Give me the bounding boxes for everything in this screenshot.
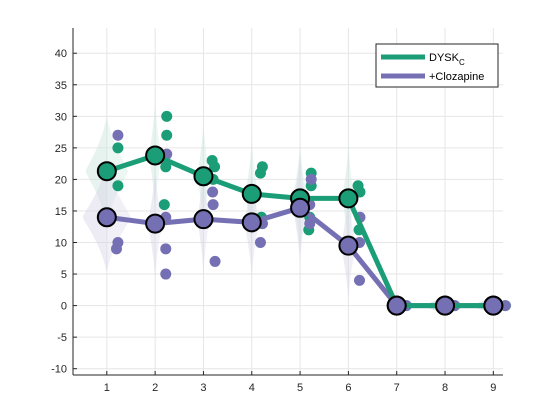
raw-point [207, 199, 219, 211]
x-tick-label: 4 [249, 382, 255, 394]
y-tick-label: 15 [55, 206, 67, 218]
raw-point [161, 110, 173, 122]
x-tick-label: 8 [442, 382, 448, 394]
raw-point [112, 180, 124, 192]
y-tick-label: -10 [51, 364, 67, 376]
raw-point [110, 243, 122, 255]
raw-point [207, 186, 219, 198]
raw-point [254, 237, 266, 249]
raw-point [209, 255, 221, 267]
mean-marker [145, 145, 166, 166]
x-tick-label: 3 [200, 382, 206, 394]
raw-point [161, 129, 173, 141]
raw-point [304, 218, 316, 230]
mean-marker [96, 161, 117, 182]
raw-point [305, 173, 317, 185]
raw-point [160, 268, 172, 280]
y-tick-label: 5 [61, 269, 67, 281]
raw-point [112, 142, 124, 154]
mean-marker [241, 183, 262, 204]
raw-point [354, 274, 366, 286]
mean-marker [241, 212, 262, 233]
legend-box [375, 43, 499, 88]
x-tick-label: 1 [104, 382, 110, 394]
raw-point [160, 243, 172, 255]
y-tick-label: 30 [55, 111, 67, 123]
x-tick-label: 7 [394, 382, 400, 394]
x-tick-label: 2 [152, 382, 158, 394]
legend: DYSKC +Clozapine [375, 43, 499, 88]
mean-marker [435, 295, 456, 316]
x-tick-label: 6 [345, 382, 351, 394]
axes: 1 2 3 4 5 6 7 8 9 -10 -5 0 5 10 15 20 25 30 35 40 [51, 28, 503, 394]
mean-marker [338, 235, 359, 256]
mean-marker [193, 166, 214, 187]
raw-point [112, 129, 124, 141]
violin-shape [85, 116, 107, 227]
y-tick-label: 20 [55, 174, 67, 186]
legend-label-clozapine: +Clozapine [429, 71, 484, 83]
mean-marker [290, 197, 311, 218]
violin-shape-mirror [106, 116, 128, 227]
y-tick-label: 10 [55, 238, 67, 250]
y-tick-label: 35 [55, 80, 67, 92]
mean-marker [145, 213, 166, 234]
mean-marker [483, 295, 504, 316]
mean-markers [96, 145, 504, 316]
y-tick-label: 0 [61, 301, 67, 313]
raw-point [160, 161, 172, 173]
violin-shape [82, 162, 107, 273]
raw-point [209, 161, 221, 173]
mean-marker [338, 188, 359, 209]
mean-marker [193, 209, 214, 230]
x-tick-label: 9 [490, 382, 496, 394]
mean-marker [96, 207, 117, 228]
raw-point [158, 199, 170, 211]
raw-point [254, 167, 266, 179]
y-tick-label: -5 [57, 332, 67, 344]
y-tick-label: 25 [55, 143, 67, 155]
mean-marker [386, 295, 407, 316]
y-tick-label: 40 [55, 48, 67, 60]
legend-label-dysk: DYSKC [429, 52, 465, 67]
x-tick-label: 5 [297, 382, 303, 394]
